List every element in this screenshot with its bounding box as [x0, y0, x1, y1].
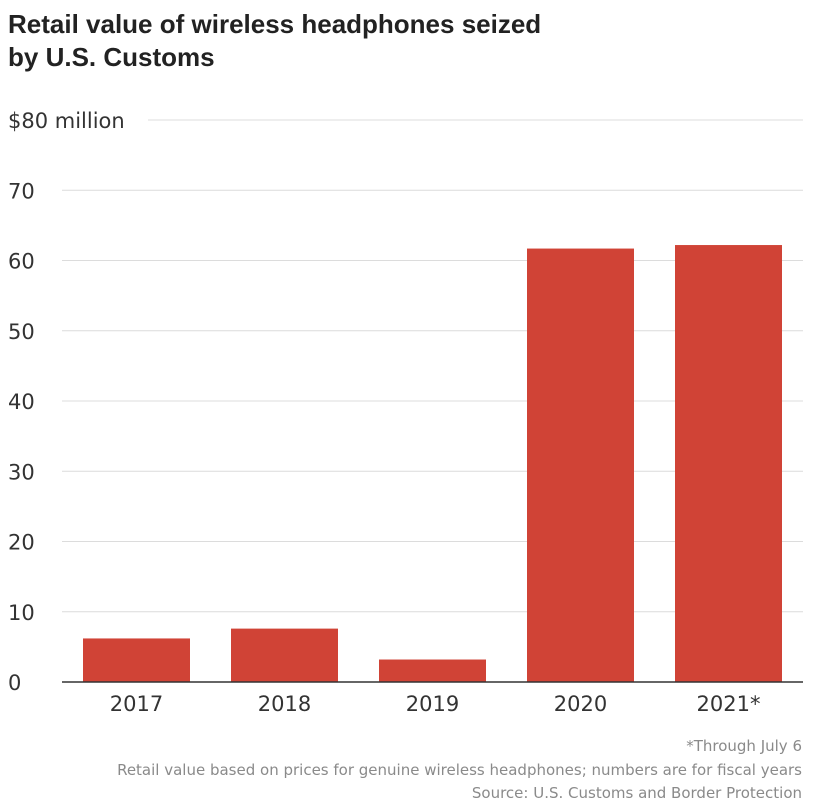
bar-2019: [379, 659, 486, 682]
y-tick-label: 0: [8, 671, 21, 695]
x-tick-label: 2021*: [697, 692, 761, 716]
bar-2021*: [675, 245, 782, 683]
chart-title: Retail value of wireless headphones seiz…: [8, 8, 708, 74]
y-tick-label: 50: [8, 320, 35, 344]
y-tick-label: 60: [8, 250, 35, 274]
x-tick-label: 2018: [258, 692, 311, 716]
y-tick-label: 70: [8, 179, 35, 203]
y-tick-label: 20: [8, 531, 35, 555]
x-tick-label: 2019: [406, 692, 459, 716]
footnote-retail: Retail value based on prices for genuine…: [117, 761, 802, 779]
x-tick-label: 2020: [554, 692, 607, 716]
footnote-through: *Through July 6: [686, 737, 802, 755]
bar-2020: [527, 248, 634, 682]
bar-2018: [231, 628, 338, 682]
x-tick-label: 2017: [110, 692, 163, 716]
y-tick-label: 40: [8, 390, 35, 414]
y-tick-label: $80 million: [8, 109, 125, 133]
title-line-1: Retail value of wireless headphones seiz…: [8, 9, 542, 39]
y-tick-label: 30: [8, 460, 35, 484]
title-line-2: by U.S. Customs: [8, 42, 215, 72]
bar-2017: [83, 638, 190, 682]
footnote-source: Source: U.S. Customs and Border Protecti…: [471, 784, 802, 802]
y-tick-label: 10: [8, 601, 35, 625]
